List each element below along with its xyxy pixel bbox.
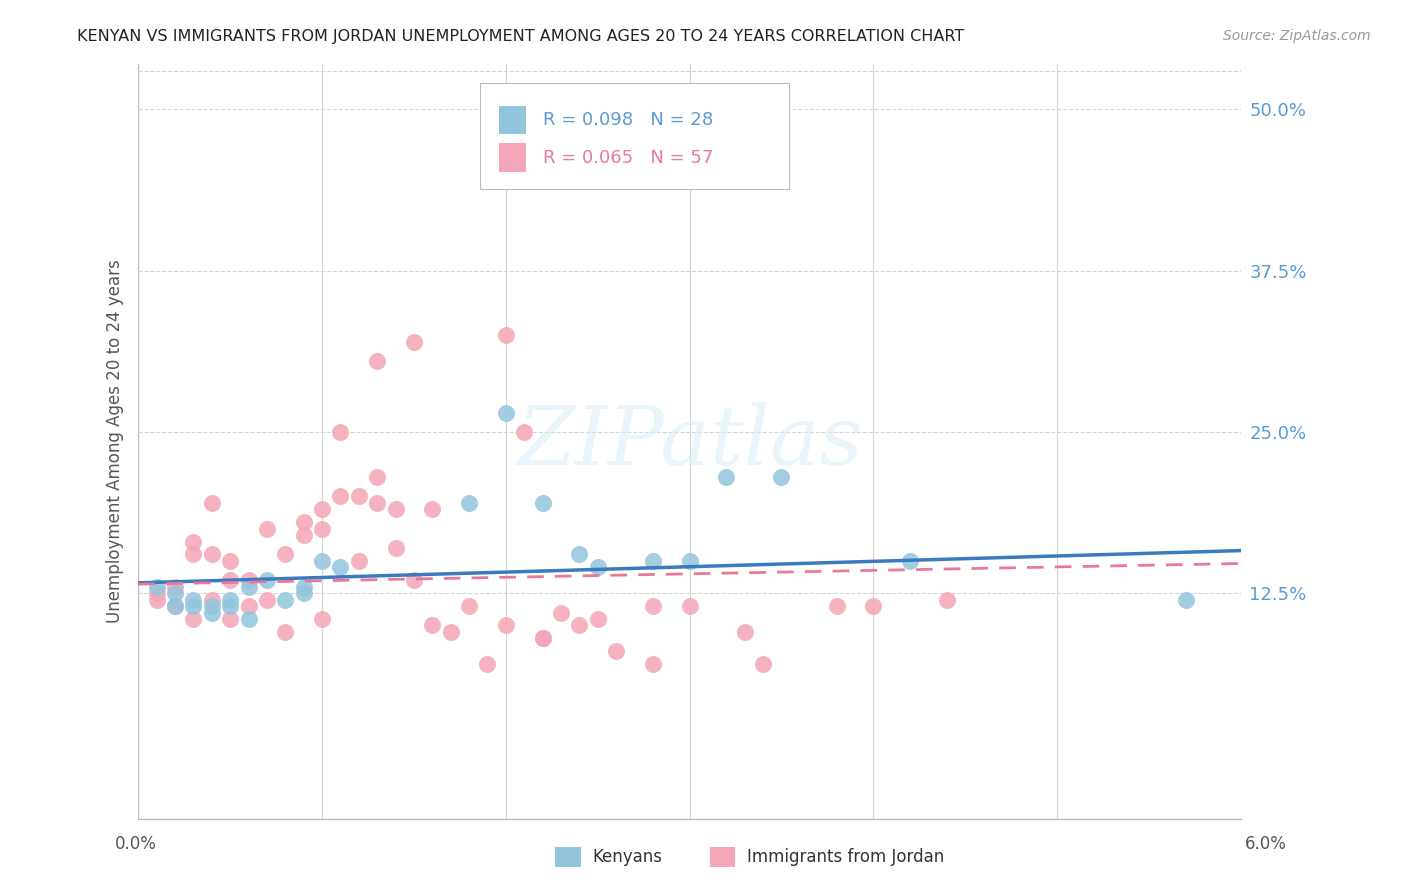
Point <box>183 548 205 562</box>
Point <box>935 592 957 607</box>
Point <box>329 489 352 503</box>
Point <box>440 624 463 639</box>
Point <box>219 612 242 626</box>
Point <box>586 560 609 574</box>
Point <box>586 612 609 626</box>
Point <box>329 425 352 439</box>
Point <box>366 354 388 368</box>
Point <box>274 548 297 562</box>
Point <box>605 644 627 658</box>
Text: Immigrants from Jordan: Immigrants from Jordan <box>747 848 943 866</box>
Point <box>752 657 775 672</box>
Point <box>163 580 186 594</box>
Point <box>641 599 664 613</box>
Point <box>219 554 242 568</box>
Point <box>145 580 167 594</box>
Point <box>513 425 536 439</box>
Point <box>183 612 205 626</box>
FancyBboxPatch shape <box>499 144 526 172</box>
Point <box>163 599 186 613</box>
Text: R = 0.065   N = 57: R = 0.065 N = 57 <box>543 149 713 167</box>
Point <box>201 599 224 613</box>
Text: KENYAN VS IMMIGRANTS FROM JORDAN UNEMPLOYMENT AMONG AGES 20 TO 24 YEARS CORRELAT: KENYAN VS IMMIGRANTS FROM JORDAN UNEMPLO… <box>77 29 965 44</box>
Point <box>347 554 370 568</box>
Point <box>716 470 738 484</box>
Point <box>458 496 481 510</box>
Point <box>292 515 315 529</box>
Text: 6.0%: 6.0% <box>1244 835 1286 853</box>
Point <box>292 528 315 542</box>
Text: R = 0.098   N = 28: R = 0.098 N = 28 <box>543 111 713 129</box>
Point <box>311 612 333 626</box>
Point <box>384 541 406 555</box>
Point <box>825 599 848 613</box>
Text: Kenyans: Kenyans <box>592 848 662 866</box>
Point <box>734 624 756 639</box>
Point <box>862 599 884 613</box>
Point <box>458 599 481 613</box>
Point <box>256 522 278 536</box>
Text: ZIPatlas: ZIPatlas <box>517 401 862 482</box>
Y-axis label: Unemployment Among Ages 20 to 24 years: Unemployment Among Ages 20 to 24 years <box>107 260 124 624</box>
Point <box>477 657 499 672</box>
Point <box>678 599 700 613</box>
Point <box>163 599 186 613</box>
Text: 0.0%: 0.0% <box>115 835 157 853</box>
Point <box>898 554 921 568</box>
Point <box>274 624 297 639</box>
Point <box>311 554 333 568</box>
Point <box>311 522 333 536</box>
Point <box>495 328 517 343</box>
Point <box>145 592 167 607</box>
Point <box>568 618 591 632</box>
Point <box>292 580 315 594</box>
FancyBboxPatch shape <box>499 105 526 135</box>
Point <box>183 592 205 607</box>
Point <box>219 599 242 613</box>
Point <box>531 632 554 646</box>
Point <box>145 586 167 600</box>
Point <box>366 496 388 510</box>
Point <box>347 489 370 503</box>
Point <box>329 560 352 574</box>
Point <box>219 592 242 607</box>
FancyBboxPatch shape <box>479 83 789 188</box>
Point <box>256 574 278 588</box>
Point <box>292 586 315 600</box>
Point <box>219 574 242 588</box>
Point <box>568 548 591 562</box>
Point <box>256 592 278 607</box>
Point <box>384 502 406 516</box>
Point <box>402 334 425 349</box>
Point <box>201 496 224 510</box>
Point <box>550 606 572 620</box>
Point <box>366 470 388 484</box>
Point <box>495 618 517 632</box>
Point <box>495 405 517 419</box>
Point <box>1174 592 1197 607</box>
Point <box>183 599 205 613</box>
Point <box>183 534 205 549</box>
Point <box>420 502 443 516</box>
Point <box>201 548 224 562</box>
Point <box>201 592 224 607</box>
Point <box>201 606 224 620</box>
Point <box>238 599 260 613</box>
Point <box>531 632 554 646</box>
Point <box>678 554 700 568</box>
Point <box>641 657 664 672</box>
Point <box>163 586 186 600</box>
Point <box>641 554 664 568</box>
Point <box>420 618 443 632</box>
Point <box>238 574 260 588</box>
Point <box>531 496 554 510</box>
Text: Source: ZipAtlas.com: Source: ZipAtlas.com <box>1223 29 1371 43</box>
Point <box>770 470 793 484</box>
Point <box>238 612 260 626</box>
Point <box>274 592 297 607</box>
Point <box>311 502 333 516</box>
Point <box>402 574 425 588</box>
Point <box>238 580 260 594</box>
